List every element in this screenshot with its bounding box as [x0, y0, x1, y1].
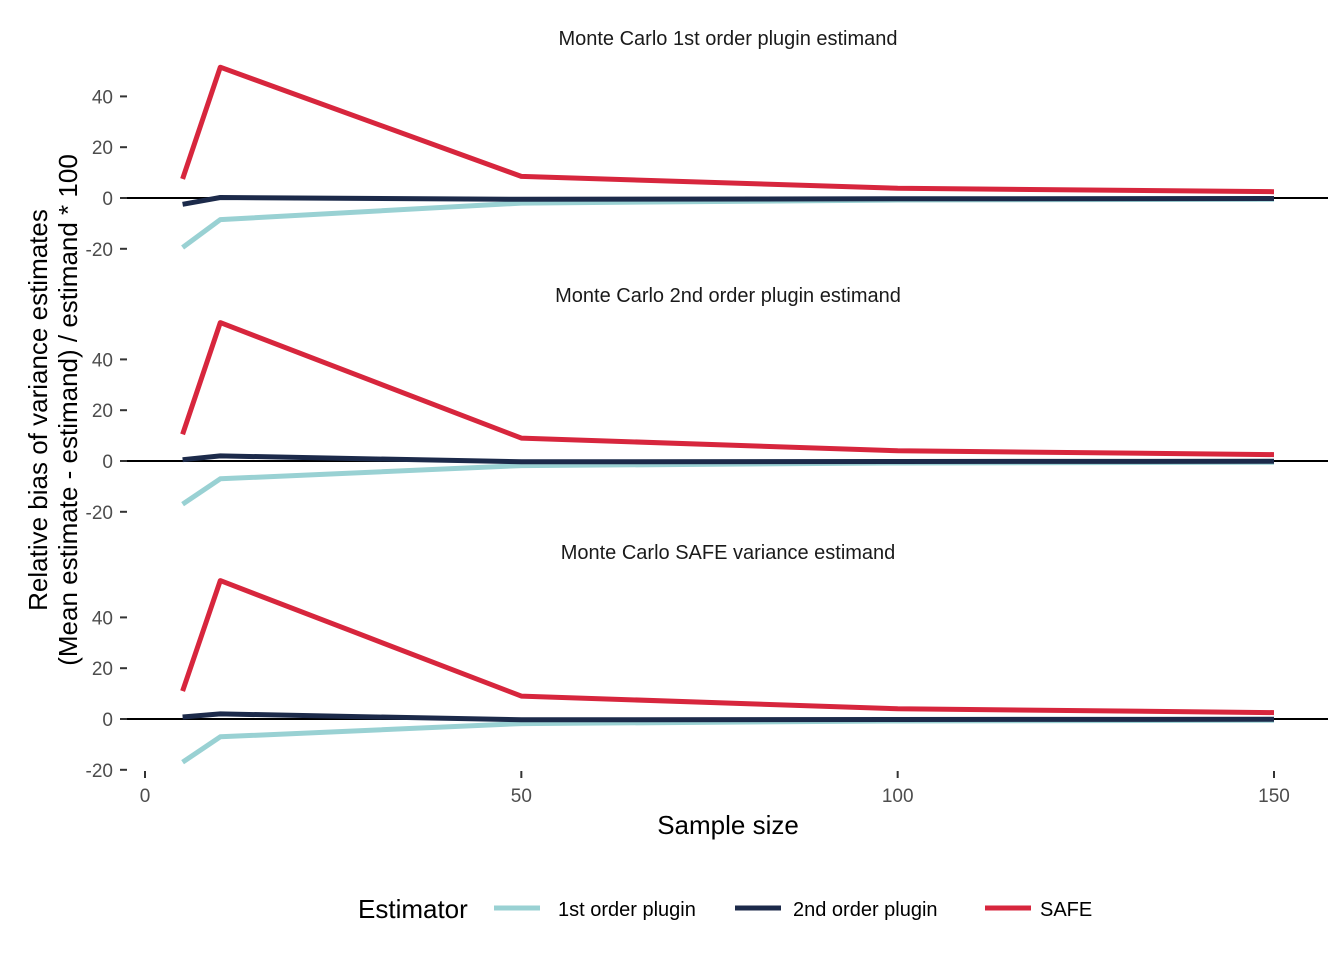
legend-title: Estimator	[358, 894, 468, 924]
y-tick-label: 20	[92, 138, 113, 159]
y-tick-label: -20	[86, 503, 113, 524]
series-line-safe	[180, 320, 1275, 458]
y-axis-title-line1: Relative bias of variance estimates	[23, 209, 53, 611]
facet-title: Monte Carlo 1st order plugin estimand	[558, 28, 897, 50]
series-line-1st-order-plugin	[181, 717, 1275, 765]
series-line-1st-order-plugin	[181, 459, 1275, 507]
legend-label: 1st order plugin	[558, 899, 696, 921]
y-tick-label: 40	[92, 350, 113, 371]
x-tick-label: 0	[140, 786, 151, 807]
y-tick-label: 20	[92, 401, 113, 422]
facet-panel: Monte Carlo 1st order plugin estimand -20…	[86, 28, 1328, 261]
series-line-1st-order-plugin	[181, 196, 1275, 250]
y-tick-label: 40	[92, 87, 113, 108]
x-axis-title: Sample size	[657, 810, 799, 840]
x-tick-label: 50	[511, 786, 532, 807]
legend-label: 2nd order plugin	[793, 899, 938, 921]
y-tick-label: 0	[102, 452, 113, 473]
x-axis: 0 50 100 150	[140, 771, 1290, 807]
series-line-safe	[180, 578, 1275, 716]
y-tick-label: 0	[102, 710, 113, 731]
y-tick-label: 0	[102, 189, 113, 210]
facet-title: Monte Carlo SAFE variance estimand	[561, 542, 896, 564]
panels-layer: Monte Carlo 1st order plugin estimand -20…	[86, 28, 1328, 782]
legend-item: 1st order plugin	[494, 899, 696, 921]
y-axis-title-line2: (Mean estimate - estimand) / estimand * …	[53, 154, 83, 666]
series-line-2nd-order-plugin	[182, 195, 1275, 207]
legend-items: 1st order plugin 2nd order plugin SAFE	[494, 899, 1092, 921]
legend-label: SAFE	[1040, 899, 1092, 921]
legend-item: SAFE	[985, 899, 1092, 921]
y-tick-label: -20	[86, 240, 113, 261]
y-tick-label: -20	[86, 761, 113, 782]
facet-panel: Monte Carlo SAFE variance estimand -20 0 20…	[86, 542, 1328, 782]
series-line-2nd-order-plugin	[182, 711, 1275, 723]
legend-item: 2nd order plugin	[735, 899, 938, 921]
series-line-safe	[180, 64, 1275, 195]
x-tick-label: 100	[882, 786, 914, 807]
legend: Estimator 1st order plugin 2nd order plug…	[358, 894, 1092, 924]
series-line-2nd-order-plugin	[182, 453, 1275, 465]
x-tick-label: 150	[1258, 786, 1290, 807]
facet-title: Monte Carlo 2nd order plugin estimand	[555, 285, 901, 307]
y-tick-label: 40	[92, 608, 113, 629]
y-tick-label: 20	[92, 659, 113, 680]
facet-panel: Monte Carlo 2nd order plugin estimand -20…	[86, 285, 1328, 524]
